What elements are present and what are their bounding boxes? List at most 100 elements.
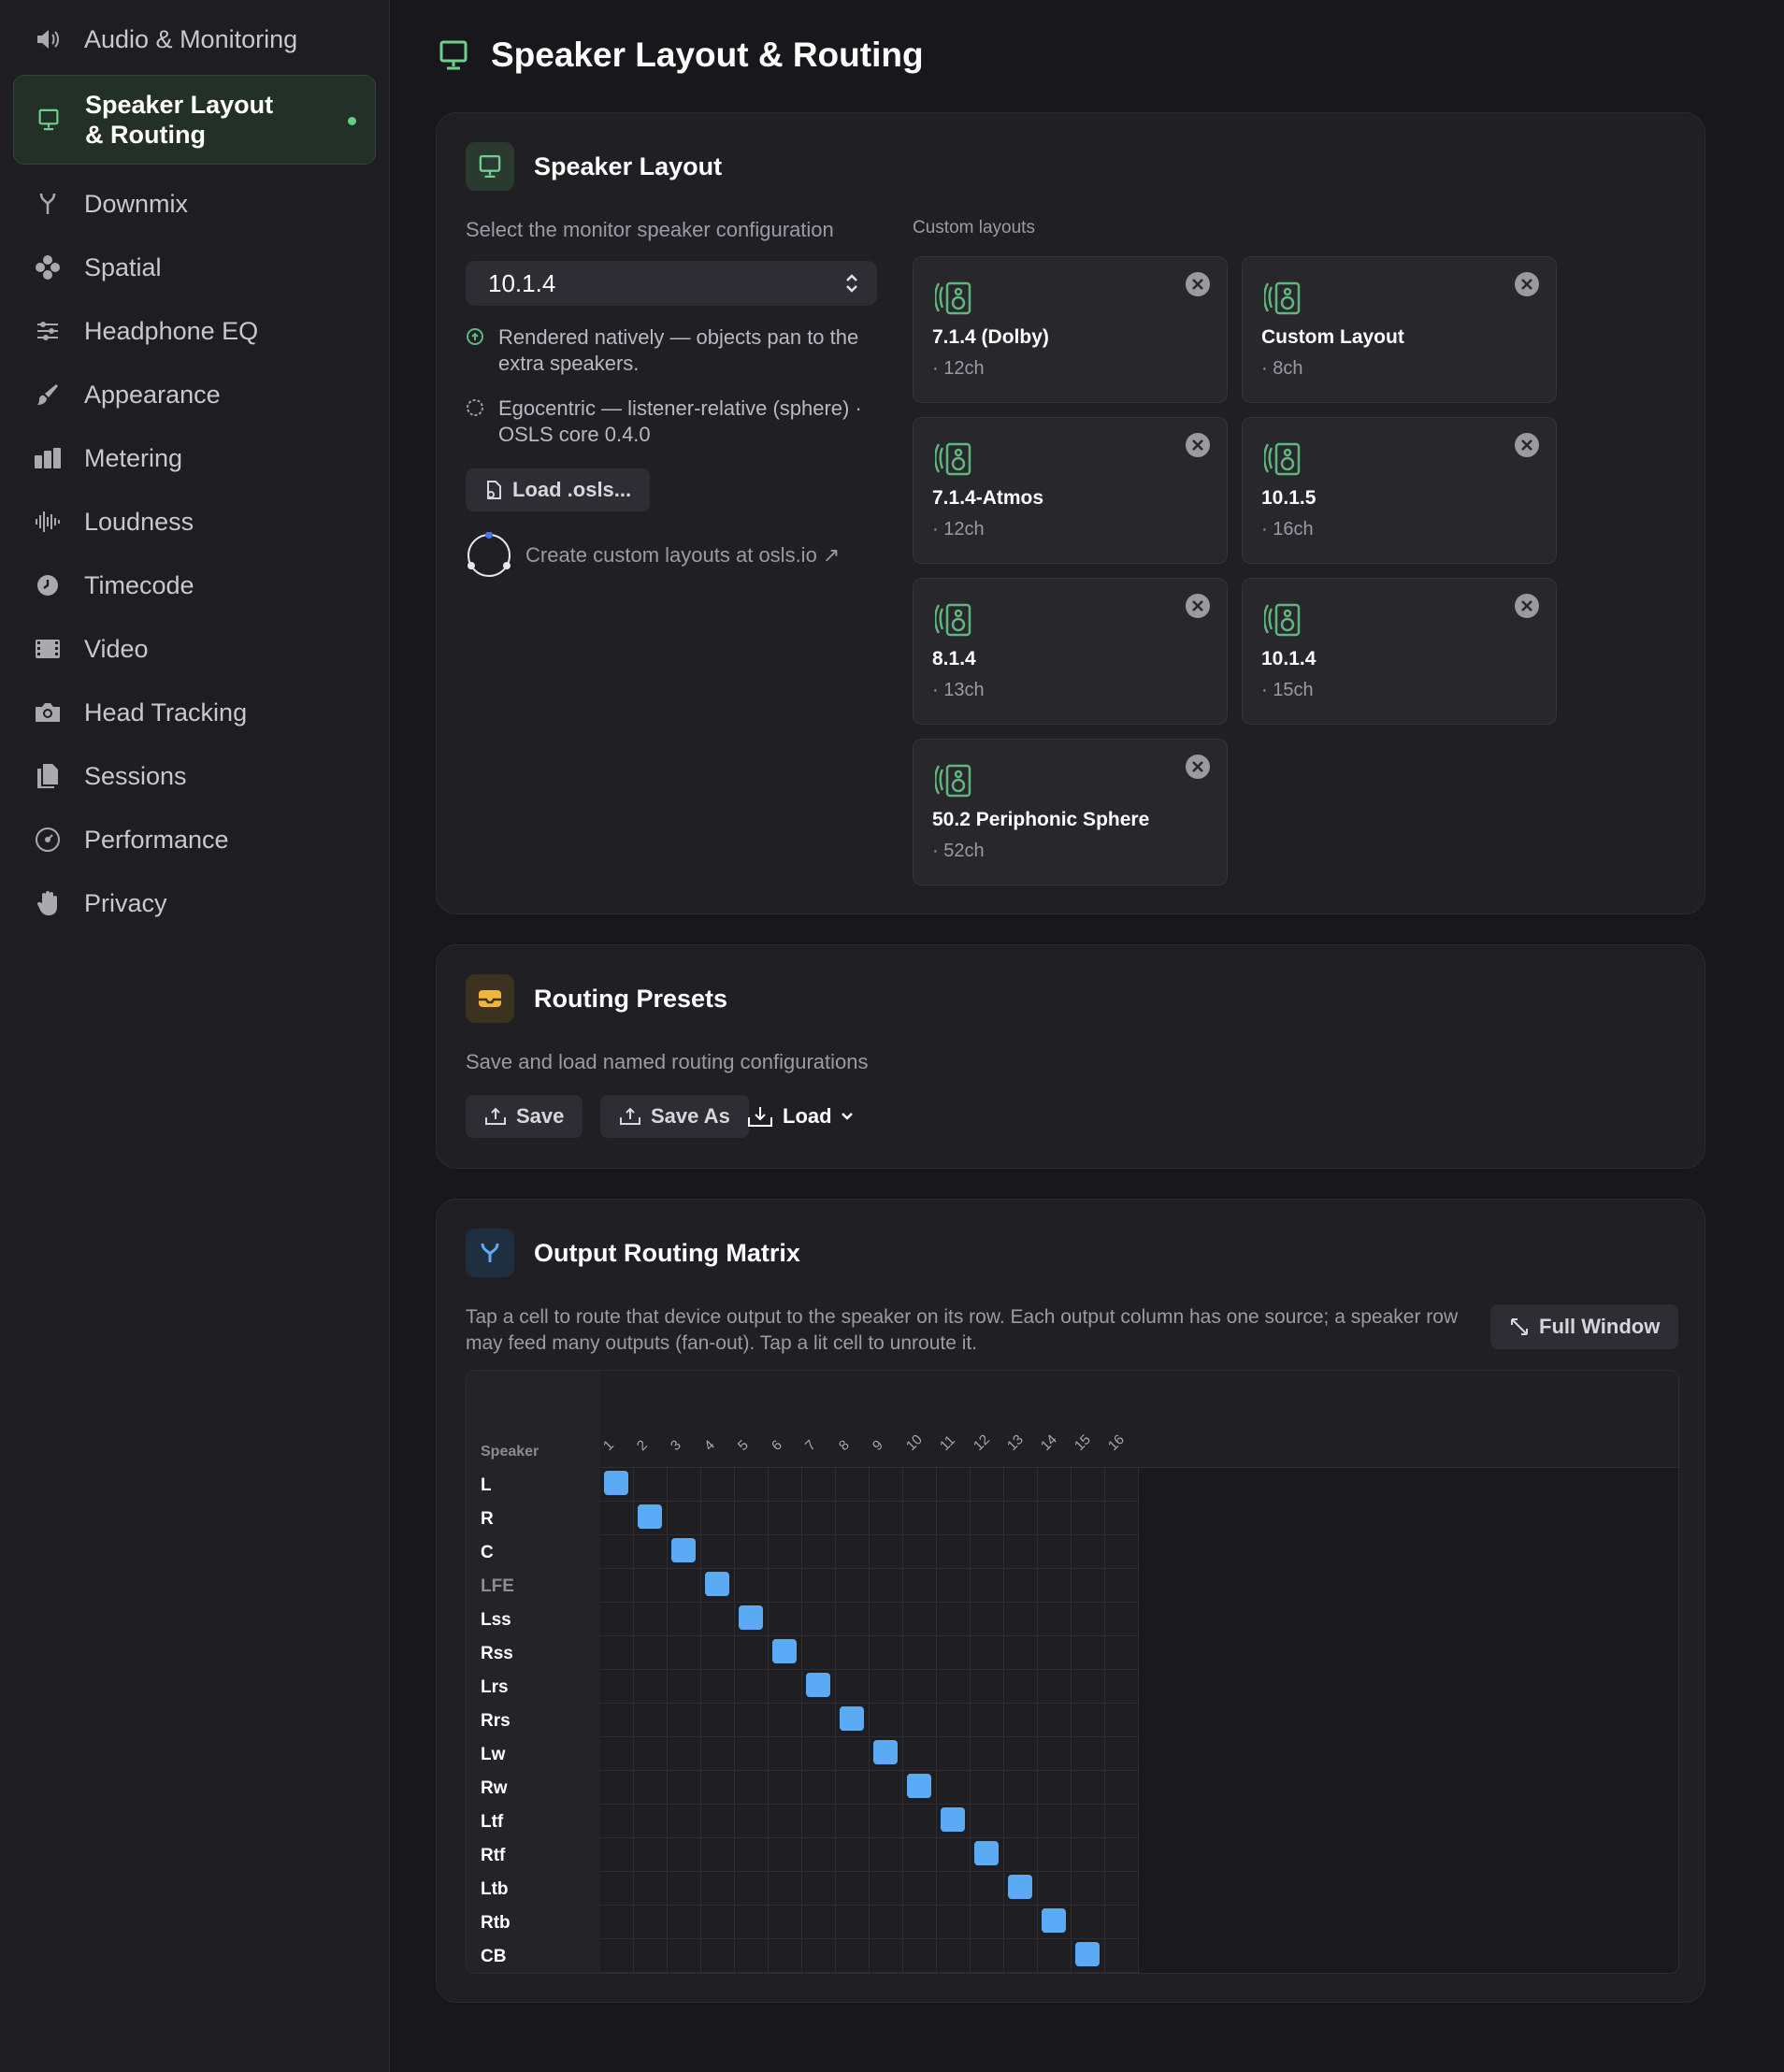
matrix-cell[interactable] bbox=[1038, 1569, 1072, 1603]
matrix-cell[interactable] bbox=[903, 1636, 937, 1670]
matrix-cell[interactable] bbox=[903, 1569, 937, 1603]
matrix-cell[interactable] bbox=[701, 1737, 735, 1771]
matrix-cell[interactable] bbox=[903, 1872, 937, 1906]
matrix-cell[interactable] bbox=[1004, 1535, 1038, 1569]
sidebar-item-head-tracking[interactable]: Head Tracking bbox=[13, 684, 376, 741]
matrix-cell[interactable] bbox=[1004, 1906, 1038, 1939]
sidebar-item-sessions[interactable]: Sessions bbox=[13, 748, 376, 804]
matrix-cell[interactable] bbox=[1038, 1838, 1072, 1872]
matrix-cell[interactable] bbox=[701, 1636, 735, 1670]
radio-egocentric[interactable]: Egocentric — listener-relative (sphere) … bbox=[466, 396, 896, 448]
matrix-cell[interactable] bbox=[870, 1704, 903, 1737]
matrix-cell[interactable] bbox=[802, 1468, 836, 1502]
save-button[interactable]: Save bbox=[466, 1095, 583, 1138]
matrix-cell[interactable] bbox=[668, 1805, 701, 1838]
sidebar-item-metering[interactable]: Metering bbox=[13, 430, 376, 486]
matrix-cell[interactable] bbox=[634, 1704, 668, 1737]
matrix-cell[interactable] bbox=[1004, 1636, 1038, 1670]
matrix-cell[interactable] bbox=[802, 1603, 836, 1636]
matrix-cell[interactable] bbox=[668, 1670, 701, 1704]
matrix-cell[interactable] bbox=[634, 1872, 668, 1906]
matrix-cell[interactable] bbox=[634, 1771, 668, 1805]
matrix-cell[interactable] bbox=[802, 1805, 836, 1838]
matrix-cell[interactable] bbox=[836, 1771, 870, 1805]
matrix-cell[interactable] bbox=[1004, 1939, 1038, 1973]
matrix-cell[interactable] bbox=[870, 1569, 903, 1603]
matrix-cell[interactable] bbox=[1105, 1502, 1139, 1535]
matrix-cell[interactable] bbox=[836, 1670, 870, 1704]
sidebar-item-downmix[interactable]: Downmix bbox=[13, 176, 376, 232]
matrix-cell[interactable] bbox=[802, 1939, 836, 1973]
matrix-cell[interactable] bbox=[600, 1872, 634, 1906]
matrix-cell[interactable] bbox=[802, 1704, 836, 1737]
matrix-cell[interactable] bbox=[937, 1939, 971, 1973]
matrix-cell[interactable] bbox=[769, 1737, 802, 1771]
custom-layout-tile[interactable]: 10.1.5 · 16ch bbox=[1242, 417, 1557, 564]
full-window-button[interactable]: Full Window bbox=[1490, 1304, 1679, 1349]
matrix-cell[interactable] bbox=[1105, 1468, 1139, 1502]
matrix-cell[interactable] bbox=[971, 1737, 1004, 1771]
matrix-cell[interactable] bbox=[668, 1838, 701, 1872]
matrix-cell-routed[interactable] bbox=[1004, 1872, 1038, 1906]
matrix-cell[interactable] bbox=[870, 1603, 903, 1636]
matrix-cell[interactable] bbox=[836, 1502, 870, 1535]
matrix-cell[interactable] bbox=[1038, 1771, 1072, 1805]
matrix-cell[interactable] bbox=[870, 1771, 903, 1805]
matrix-cell[interactable] bbox=[1072, 1569, 1105, 1603]
matrix-cell[interactable] bbox=[971, 1569, 1004, 1603]
close-icon[interactable] bbox=[1184, 431, 1212, 464]
matrix-cell[interactable] bbox=[1004, 1569, 1038, 1603]
sidebar-item-timecode[interactable]: Timecode bbox=[13, 557, 376, 613]
matrix-cell[interactable] bbox=[769, 1838, 802, 1872]
matrix-cell-routed[interactable] bbox=[870, 1737, 903, 1771]
matrix-cell[interactable] bbox=[870, 1670, 903, 1704]
matrix-cell[interactable] bbox=[600, 1502, 634, 1535]
matrix-cell[interactable] bbox=[870, 1838, 903, 1872]
sidebar-item-loudness[interactable]: Loudness bbox=[13, 494, 376, 550]
matrix-cell-routed[interactable] bbox=[769, 1636, 802, 1670]
matrix-cell[interactable] bbox=[1105, 1872, 1139, 1906]
matrix-cell-routed[interactable] bbox=[971, 1838, 1004, 1872]
matrix-cell[interactable] bbox=[903, 1906, 937, 1939]
matrix-cell[interactable] bbox=[600, 1603, 634, 1636]
matrix-cell[interactable] bbox=[802, 1906, 836, 1939]
matrix-cell[interactable] bbox=[937, 1771, 971, 1805]
sidebar-item-privacy[interactable]: Privacy bbox=[13, 875, 376, 931]
matrix-cell[interactable] bbox=[634, 1805, 668, 1838]
matrix-cell[interactable] bbox=[769, 1535, 802, 1569]
matrix-cell[interactable] bbox=[836, 1636, 870, 1670]
matrix-cell[interactable] bbox=[903, 1704, 937, 1737]
matrix-cell[interactable] bbox=[1038, 1704, 1072, 1737]
matrix-cell[interactable] bbox=[802, 1771, 836, 1805]
matrix-cell[interactable] bbox=[971, 1468, 1004, 1502]
matrix-cell[interactable] bbox=[668, 1704, 701, 1737]
matrix-cell[interactable] bbox=[1105, 1771, 1139, 1805]
matrix-cell[interactable] bbox=[701, 1771, 735, 1805]
matrix-cell[interactable] bbox=[870, 1468, 903, 1502]
matrix-cell[interactable] bbox=[600, 1939, 634, 1973]
matrix-cell[interactable] bbox=[1072, 1636, 1105, 1670]
matrix-cell[interactable] bbox=[668, 1771, 701, 1805]
matrix-cell[interactable] bbox=[600, 1569, 634, 1603]
matrix-cell[interactable] bbox=[668, 1468, 701, 1502]
sidebar-item-headphone-eq[interactable]: Headphone EQ bbox=[13, 303, 376, 359]
matrix-cell[interactable] bbox=[701, 1872, 735, 1906]
matrix-cell[interactable] bbox=[903, 1468, 937, 1502]
custom-layout-tile[interactable]: 8.1.4 · 13ch bbox=[913, 578, 1228, 725]
matrix-cell[interactable] bbox=[701, 1603, 735, 1636]
matrix-cell[interactable] bbox=[802, 1838, 836, 1872]
matrix-cell[interactable] bbox=[1072, 1670, 1105, 1704]
matrix-cell[interactable] bbox=[1072, 1805, 1105, 1838]
matrix-cell[interactable] bbox=[1072, 1535, 1105, 1569]
matrix-cell[interactable] bbox=[634, 1670, 668, 1704]
matrix-cell[interactable] bbox=[903, 1805, 937, 1838]
custom-layout-tile[interactable]: 10.1.4 · 15ch bbox=[1242, 578, 1557, 725]
matrix-cell[interactable] bbox=[1105, 1805, 1139, 1838]
matrix-cell[interactable] bbox=[701, 1502, 735, 1535]
matrix-cell[interactable] bbox=[634, 1939, 668, 1973]
matrix-cell[interactable] bbox=[1038, 1636, 1072, 1670]
matrix-cell[interactable] bbox=[701, 1939, 735, 1973]
matrix-cell[interactable] bbox=[971, 1535, 1004, 1569]
sidebar-item-video[interactable]: Video bbox=[13, 621, 376, 677]
matrix-cell[interactable] bbox=[735, 1535, 769, 1569]
